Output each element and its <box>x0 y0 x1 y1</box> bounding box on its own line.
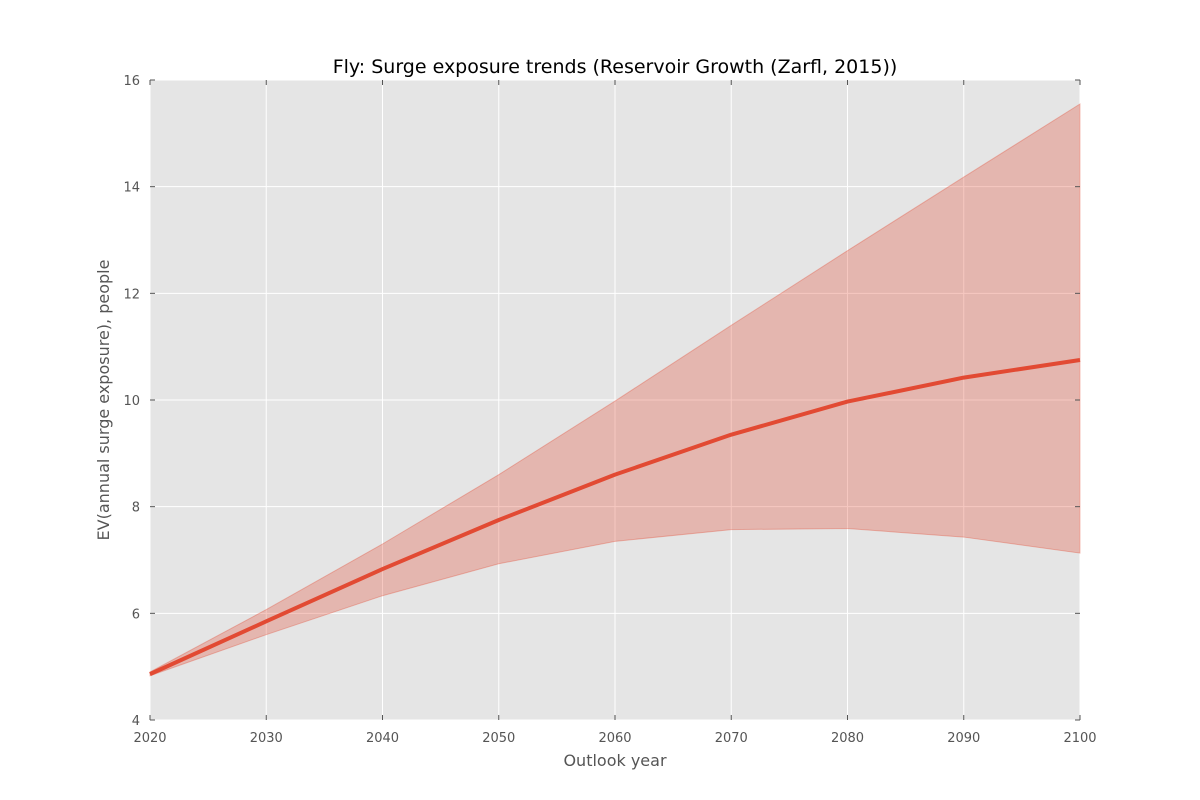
y-axis-label: EV(annual surge exposure), people <box>94 260 113 541</box>
x-tick-label: 2030 <box>250 731 283 746</box>
confidence-band-layer <box>149 103 1081 677</box>
x-tick-label: 2020 <box>133 731 166 746</box>
y-tick-label: 8 <box>132 501 140 516</box>
x-tick-label: 2080 <box>831 731 864 746</box>
tick-labels: 2020 2030 2040 2050 2060 2070 2080 2090 2100 4 6 8 1… <box>123 74 1096 746</box>
x-tick-label: 2100 <box>1063 731 1096 746</box>
y-tick-label: 14 <box>123 181 140 196</box>
axis-ticks <box>149 79 1081 721</box>
x-tick-label: 2040 <box>366 731 399 746</box>
series-line <box>149 358 1081 676</box>
x-tick-label: 2090 <box>947 731 980 746</box>
x-axis-label: Outlook year <box>563 751 667 770</box>
confidence-band <box>149 103 1081 677</box>
x-tick-label: 2050 <box>482 731 515 746</box>
y-tick-label: 16 <box>123 74 140 89</box>
y-tick-label: 12 <box>123 287 140 302</box>
y-tick-label: 4 <box>132 714 140 729</box>
x-tick-label: 2070 <box>715 731 748 746</box>
y-tick-label: 10 <box>123 394 140 409</box>
series-line-layer <box>149 358 1081 676</box>
x-tick-label: 2060 <box>598 731 631 746</box>
y-tick-label: 6 <box>132 607 140 622</box>
chart-title: Fly: Surge exposure trends (Reservoir Gr… <box>333 56 898 78</box>
